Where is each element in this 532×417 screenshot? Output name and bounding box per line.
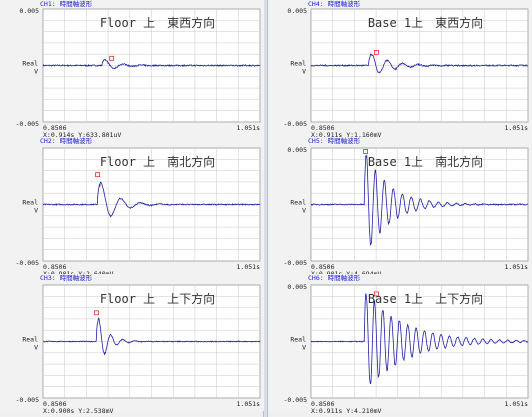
channel-header: CH5: 時間軸波形	[308, 136, 361, 145]
cursor-marker[interactable]	[374, 49, 379, 55]
x-tick-end: 1.051s	[237, 263, 261, 271]
channel-header: CH1: 時間軸波形	[40, 0, 93, 8]
waveform-series	[42, 316, 261, 356]
y-axis-label-real: Real	[290, 336, 306, 344]
waveform-series	[42, 58, 261, 70]
overlay-label: Floor 上 東西方向	[100, 15, 215, 30]
cursor-marker[interactable]	[363, 149, 368, 154]
x-tick-end: 1.051s	[237, 124, 261, 132]
x-tick-end: 1.051s	[505, 263, 529, 271]
cursor-marker[interactable]	[109, 55, 115, 61]
y-tick-bottom: -0.005	[284, 259, 308, 267]
overlay-label: Base 1上 南北方向	[368, 154, 483, 169]
x-tick-end: 1.051s	[505, 124, 529, 132]
y-axis-label-real: Real	[22, 336, 38, 344]
waveform-series	[42, 181, 261, 218]
y-tick-top: 0.005	[287, 146, 307, 154]
channel-header: CH4: 時間軸波形	[308, 0, 361, 8]
x-tick-start: 0.8506	[43, 124, 67, 132]
y-axis-label-real: Real	[290, 60, 306, 68]
channel-header: CH3: 時間軸波形	[40, 273, 93, 282]
x-tick-start: 0.8506	[311, 263, 335, 271]
waveform-series	[310, 53, 529, 74]
cursor-marker[interactable]	[94, 310, 99, 316]
cursor-readout: X:0.911s Y:1.160mV	[311, 131, 382, 139]
x-tick-start: 0.8506	[311, 400, 335, 408]
y-axis-label-real: Real	[22, 199, 38, 207]
y-axis-label-unit: V	[302, 68, 306, 76]
x-tick-start: 0.8506	[311, 124, 335, 132]
y-tick-top: 0.005	[19, 7, 39, 15]
x-tick-end: 1.051s	[505, 400, 529, 408]
y-axis-label-unit: V	[34, 207, 38, 215]
cursor-readout: X:0.911s Y:4.210mV	[311, 407, 382, 415]
y-axis-label-unit: V	[302, 207, 306, 215]
cursor-marker[interactable]	[95, 172, 100, 178]
y-tick-bottom: -0.005	[16, 259, 40, 267]
x-tick-start: 0.8506	[43, 263, 67, 271]
y-tick-bottom: -0.005	[16, 396, 40, 404]
channel-header: CH6: 時間軸波形	[308, 273, 361, 282]
overlay-label: Base 1上 上下方向	[368, 291, 483, 306]
y-axis-label-unit: V	[302, 344, 306, 352]
x-tick-start: 0.8506	[43, 400, 67, 408]
overlay-label: Floor 上 南北方向	[100, 154, 215, 169]
cursor-readout: X:0.914s Y:633.801uV	[43, 131, 121, 139]
cursor-readout: X:0.900s Y:2.538mV	[43, 407, 114, 415]
y-tick-top: 0.005	[287, 7, 307, 15]
overlay-label: Base 1上 東西方向	[368, 15, 483, 30]
y-tick-bottom: -0.005	[284, 396, 308, 404]
y-axis-label-real: Real	[290, 199, 306, 207]
cursor-marker[interactable]	[374, 291, 379, 297]
waveform-series	[310, 154, 529, 247]
channel-header: CH2: 時間軸波形	[40, 136, 93, 145]
y-axis-label-unit: V	[34, 68, 38, 76]
y-axis-label-unit: V	[34, 344, 38, 352]
y-tick-bottom: -0.005	[16, 120, 40, 128]
x-tick-end: 1.051s	[237, 400, 261, 408]
y-tick-top: 0.005	[287, 283, 307, 291]
overlay-label: Floor 上 上下方向	[100, 291, 215, 306]
y-axis-label-real: Real	[22, 60, 38, 68]
waveform-series	[310, 293, 529, 385]
y-tick-bottom: -0.005	[284, 120, 308, 128]
